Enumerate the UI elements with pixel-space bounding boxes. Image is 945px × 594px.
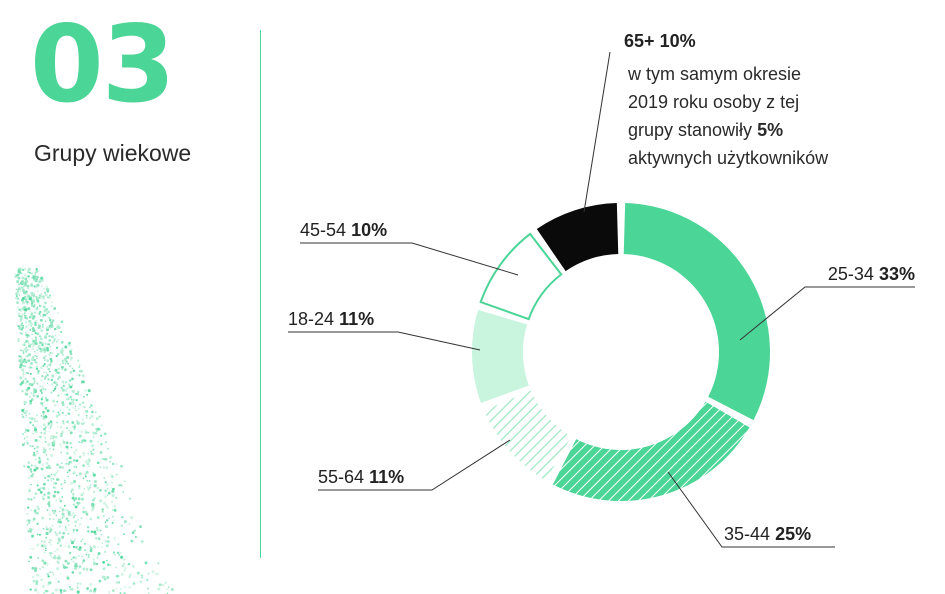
annotation-line-1: w tym samym okresie <box>627 64 801 84</box>
slice-25-34 <box>623 203 770 421</box>
vertical-divider <box>260 30 261 558</box>
leader-line-25-34 <box>739 286 915 341</box>
label-35-44: 35-44 25% <box>724 524 811 544</box>
label-18-24: 18-24 11% <box>288 309 374 329</box>
section-title: Grupy wiekowe <box>34 140 192 166</box>
slice-65plus <box>536 203 619 272</box>
annotation-line-2: 2019 roku osoby z tej <box>628 92 799 112</box>
label-55-64: 55-64 11% <box>318 467 404 487</box>
label-25-34: 25-34 33% <box>828 264 915 284</box>
slice-18-24 <box>472 309 529 403</box>
annotation-line-3: grupy stanowiły 5% <box>628 120 783 140</box>
decorative-dots <box>14 267 174 594</box>
leader-line-55-64 <box>318 439 511 491</box>
section-number: 03 <box>30 3 176 126</box>
leader-line-35-44 <box>667 471 835 548</box>
leader-line-18-24 <box>288 331 481 351</box>
leader-line-45-54 <box>300 242 519 276</box>
label-65plus: 65+ 10% <box>624 31 696 51</box>
leader-line-65plus <box>583 51 611 213</box>
slice-35-44 <box>552 401 750 501</box>
slice-55-64 <box>484 390 572 481</box>
annotation-line-4: aktywnych użytkowników <box>628 148 829 168</box>
leader-lines <box>288 51 915 548</box>
slice-45-54 <box>479 232 563 321</box>
label-45-54: 45-54 10% <box>300 220 387 240</box>
